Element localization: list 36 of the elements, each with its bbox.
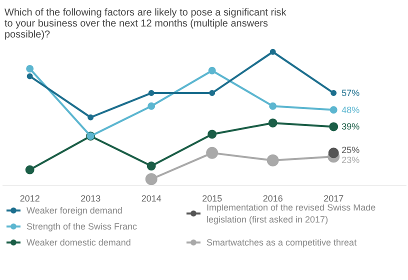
point — [330, 106, 338, 114]
point — [209, 90, 216, 96]
point — [328, 148, 339, 158]
data-label: 39% — [342, 122, 360, 132]
point — [208, 66, 216, 74]
x-tick-label: 2016 — [262, 194, 283, 204]
point — [148, 90, 154, 96]
point — [26, 73, 33, 80]
point — [270, 48, 276, 55]
point — [146, 162, 156, 171]
legend-label: Strength of the Swiss Franc — [26, 222, 138, 232]
point — [206, 146, 218, 159]
x-tick-label: 2012 — [20, 194, 40, 204]
data-label: 23% — [342, 154, 360, 165]
point — [208, 130, 217, 139]
legend-label: Weaker domestic demand — [26, 238, 131, 248]
point — [266, 154, 279, 166]
legend-label: Smartwatches as a competitive threat — [206, 238, 358, 248]
x-tick-label: 2017 — [324, 194, 344, 204]
point — [26, 64, 34, 72]
data-label: 48% — [342, 104, 360, 115]
point — [269, 102, 277, 110]
point — [330, 90, 337, 96]
legend-label: Weaker foreign demand — [26, 206, 122, 216]
data-label: 25% — [342, 144, 360, 155]
x-tick-label: 2014 — [141, 194, 162, 204]
chart-title: Which of the following factors are likely to pose a significant risk to your business over the next 12 months (multiple answers possible)? — [4, 8, 288, 40]
point — [329, 122, 338, 132]
data-label: 57% — [342, 88, 360, 98]
point — [148, 102, 156, 110]
point — [268, 118, 278, 128]
point — [25, 165, 34, 174]
x-tick-label: 2013 — [80, 194, 101, 204]
point — [145, 173, 158, 186]
x-tick-label: 2015 — [202, 194, 222, 204]
point — [88, 114, 94, 120]
